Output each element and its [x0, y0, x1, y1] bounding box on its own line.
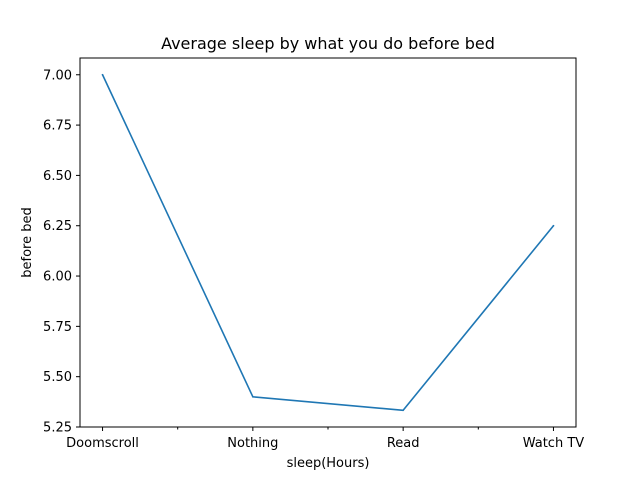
- x-tick-label: Nothing: [227, 436, 278, 451]
- x-tick-label: Watch TV: [523, 436, 585, 451]
- y-tick-label: 6.25: [43, 219, 72, 234]
- y-tick-label: 5.25: [43, 421, 72, 436]
- y-tick-label: 6.75: [43, 119, 72, 134]
- y-tick-label: 5.75: [43, 320, 72, 335]
- chart-title: Average sleep by what you do before bed: [161, 34, 495, 53]
- axes-frame: [79, 57, 577, 428]
- plot-area: Doomscroll Nothing Read Watch TV 5.25 5.50 5.7…: [43, 68, 584, 451]
- x-tick-label: Read: [387, 436, 420, 451]
- data-point: [101, 73, 104, 76]
- data-point: [252, 396, 254, 398]
- series-line: [101, 73, 555, 412]
- data-point: [552, 224, 555, 227]
- data-point: [402, 409, 404, 412]
- y-tick-label: 7.00: [43, 68, 72, 83]
- y-tick-label: 6.00: [43, 270, 72, 285]
- y-tick-label: 6.50: [43, 169, 72, 184]
- y-tick-label: 5.50: [43, 370, 72, 385]
- y-axis-title: before bed: [20, 207, 35, 277]
- x-tick-label: Doomscroll: [66, 436, 139, 451]
- x-axis-title: sleep(Hours): [287, 456, 370, 471]
